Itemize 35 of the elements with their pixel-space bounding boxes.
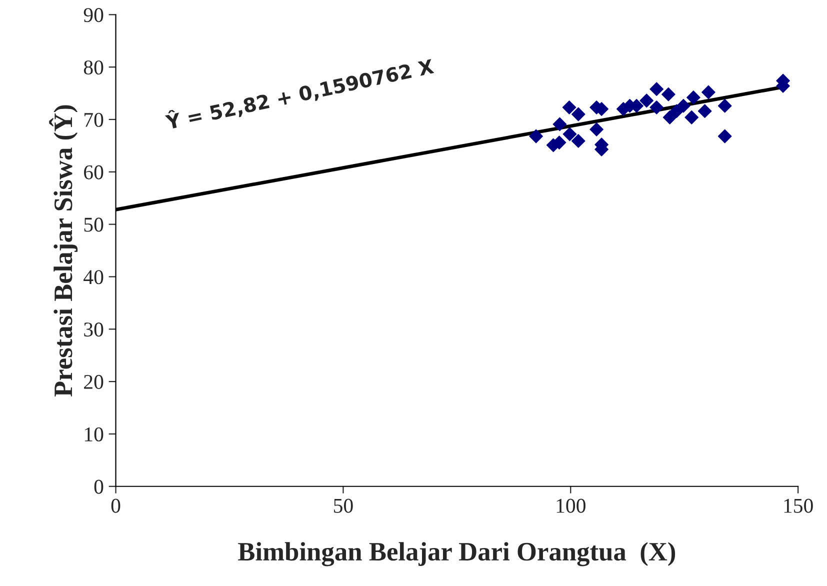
x-tick-label: 100	[556, 498, 586, 513]
point	[718, 98, 732, 113]
point	[676, 98, 690, 113]
point	[640, 94, 654, 108]
y-tick-label: 80	[84, 60, 104, 74]
y-tick-label: 10	[84, 427, 104, 442]
y-axis-title: Prestasi Belajar Siswa (Ŷ)	[49, 105, 78, 397]
point	[650, 82, 664, 96]
point	[702, 85, 716, 100]
point	[684, 110, 699, 124]
point	[552, 117, 567, 132]
x-tick-label: 150	[784, 498, 813, 513]
point	[562, 100, 576, 114]
point	[650, 100, 664, 114]
point	[698, 104, 712, 118]
point	[661, 87, 676, 102]
point	[529, 129, 543, 144]
y-tick-label: 70	[84, 112, 104, 127]
point	[662, 110, 677, 124]
y-tick-label: 30	[84, 322, 104, 337]
point	[562, 127, 577, 142]
x-tick-label: 0	[111, 498, 120, 513]
point	[686, 90, 700, 104]
y-tick-label: 20	[84, 374, 104, 389]
x-tick-label: 50	[334, 498, 353, 513]
x-axis-title: Bimbingan Belajar Dari Orangtua (X)	[238, 542, 676, 566]
y-tick-label: 60	[84, 165, 104, 180]
y-tick-label: 50	[84, 218, 104, 232]
y-tick-label: 90	[84, 8, 104, 22]
y-tick-label: 40	[84, 270, 104, 284]
point	[590, 122, 604, 136]
point	[571, 107, 586, 122]
point	[571, 134, 586, 148]
y-tick-label: 0	[94, 480, 104, 494]
point	[718, 129, 732, 144]
